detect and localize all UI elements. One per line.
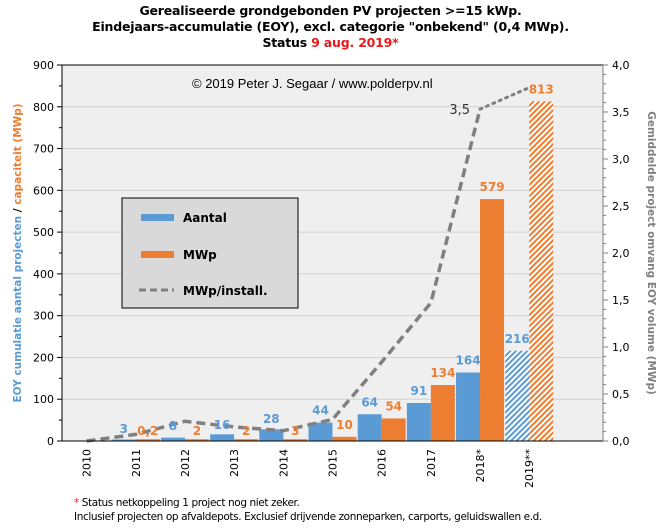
axes: 0 100 200 300 400 500 600 700 800 900 0,0 0,5 1,0 1,5… — [33, 59, 630, 488]
label-aantal-2013: 16 — [214, 418, 231, 432]
avg-size-line — [86, 86, 531, 443]
footnote-1: * Status netkoppeling 1 project nog niet… — [74, 496, 542, 510]
label-aantal-2018*: 164 — [456, 353, 481, 367]
label-aantal-2014: 28 — [263, 412, 280, 426]
left-tick-label: 900 — [33, 59, 54, 72]
x-tick-label-2010: 2010 — [81, 449, 94, 477]
copyright-text: © 2019 Peter J. Segaar / www.polderpv.nl — [192, 76, 433, 91]
legend: Aantal MWp MWp/install. — [121, 197, 299, 309]
right-tick-label: 0,0 — [612, 435, 630, 448]
line-segment-dashed — [86, 108, 482, 443]
legend-swatch-mwp — [141, 251, 174, 258]
label-aantal-2015: 44 — [312, 404, 329, 418]
right-tick-label: 1,5 — [612, 294, 630, 307]
x-tick-label-2012: 2012 — [179, 449, 192, 477]
left-axis-title-sep: / — [12, 205, 24, 216]
bar-mwp-2012 — [184, 439, 209, 441]
bar-aantal-2013 — [210, 434, 235, 441]
label-mwp-2012: 2 — [193, 424, 201, 438]
x-tick-label-2016: 2016 — [376, 449, 389, 477]
chart-title: Gerealiseerde grondgebonden PV projecten… — [0, 3, 661, 51]
label-aantal-2012: 8 — [169, 419, 177, 433]
right-tick-label: 4,0 — [612, 59, 630, 72]
bars — [111, 101, 554, 441]
bar-aantal-2018* — [456, 372, 481, 441]
footnotes: * Status netkoppeling 1 project nog niet… — [74, 496, 542, 524]
title-line-1: Gerealiseerde grondgebonden PV projecten… — [139, 3, 522, 18]
left-tick-label: 700 — [33, 143, 54, 156]
left-axis-title: EOY cumulatie aantal projecten / capacit… — [12, 103, 24, 402]
bar-aantal-2015 — [308, 422, 333, 441]
left-axis-title-part2: capaciteit (MWp) — [12, 103, 24, 204]
right-tick-label: 1,0 — [612, 341, 630, 354]
right-tick-label: 3,5 — [612, 106, 630, 119]
right-tick-label: 0,5 — [612, 388, 630, 401]
title-line-2: Eindejaars-accumulatie (EOY), excl. cate… — [92, 19, 569, 34]
bar-aantal-2011 — [111, 439, 136, 441]
left-axis-title-part1: EOY cumulatie aantal projecten — [12, 216, 24, 403]
line-segment-dotted — [478, 86, 531, 111]
left-tick-label: 400 — [33, 268, 54, 281]
label-mwp-2016: 54 — [385, 399, 402, 413]
bar-aantal-2017 — [406, 402, 431, 441]
x-tick-label-2015: 2015 — [327, 449, 340, 477]
legend-swatch-aantal — [141, 214, 174, 221]
label-mwp-2014: 3 — [291, 424, 299, 438]
right-axis-title: Gemiddelde project omvang EOY volume (MW… — [645, 111, 657, 395]
label-mwp-2018*: 579 — [480, 180, 505, 194]
bar-mwp-2013 — [234, 439, 259, 441]
bar-mwp-2017 — [430, 385, 455, 441]
label-aantal-2019**: 216 — [505, 332, 530, 346]
left-tick-label: 100 — [33, 393, 54, 406]
left-tick-label: 800 — [33, 101, 54, 114]
label-mwp-2017: 134 — [430, 366, 455, 380]
label-mwp-2013: 2 — [242, 424, 250, 438]
label-mwp-2015: 10 — [336, 418, 353, 432]
bar-aantal-2016 — [357, 414, 382, 441]
legend-label: MWp/install. — [183, 284, 268, 298]
status-prefix: Status — [262, 35, 312, 50]
title-line-3: Status 9 aug. 2019* — [0, 35, 661, 51]
legend-label: Aantal — [183, 211, 227, 225]
left-tick-label: 600 — [33, 184, 54, 197]
line-annotation-label: 3,5 — [449, 103, 470, 118]
label-mwp-2011: 0,2 — [137, 424, 158, 438]
x-tick-label-2014: 2014 — [277, 449, 290, 477]
label-mwp-2019**: 813 — [529, 82, 554, 96]
left-tick-label: 0 — [47, 435, 54, 448]
label-aantal-2016: 64 — [361, 395, 378, 409]
x-tick-label-2018*: 2018* — [474, 449, 487, 483]
label-aantal-2011: 3 — [120, 422, 128, 436]
footnote-2: Inclusief projecten op afvaldepots. Excl… — [74, 511, 542, 523]
bar-aantal-2019** — [505, 350, 530, 441]
footnote-1-text: Status netkoppeling 1 project nog niet z… — [78, 497, 300, 509]
bar-mwp-2015 — [332, 436, 357, 441]
legend-label: MWp — [183, 248, 217, 262]
left-tick-label: 500 — [33, 226, 54, 239]
label-aantal-2017: 91 — [411, 384, 428, 398]
bar-mwp-2016 — [381, 418, 406, 441]
left-tick-label: 300 — [33, 310, 54, 323]
bar-mwp-2018* — [480, 199, 505, 441]
bar-mwp-2019** — [529, 101, 554, 441]
right-tick-label: 2,0 — [612, 247, 630, 260]
bar-mwp-2014 — [283, 439, 308, 441]
x-tick-label-2011: 2011 — [130, 449, 143, 477]
right-tick-label: 2,5 — [612, 200, 630, 213]
x-tick-label-2013: 2013 — [228, 449, 241, 477]
bar-aantal-2014 — [259, 429, 284, 441]
bar-aantal-2012 — [160, 437, 185, 441]
left-tick-label: 200 — [33, 351, 54, 364]
status-date: 9 aug. 2019* — [311, 35, 399, 50]
right-tick-label: 3,0 — [612, 153, 630, 166]
x-tick-label-2019**: 2019** — [523, 449, 536, 488]
footnote-star: * — [74, 497, 79, 509]
bar-mwp-2011 — [135, 439, 160, 441]
x-tick-label-2017: 2017 — [425, 449, 438, 477]
